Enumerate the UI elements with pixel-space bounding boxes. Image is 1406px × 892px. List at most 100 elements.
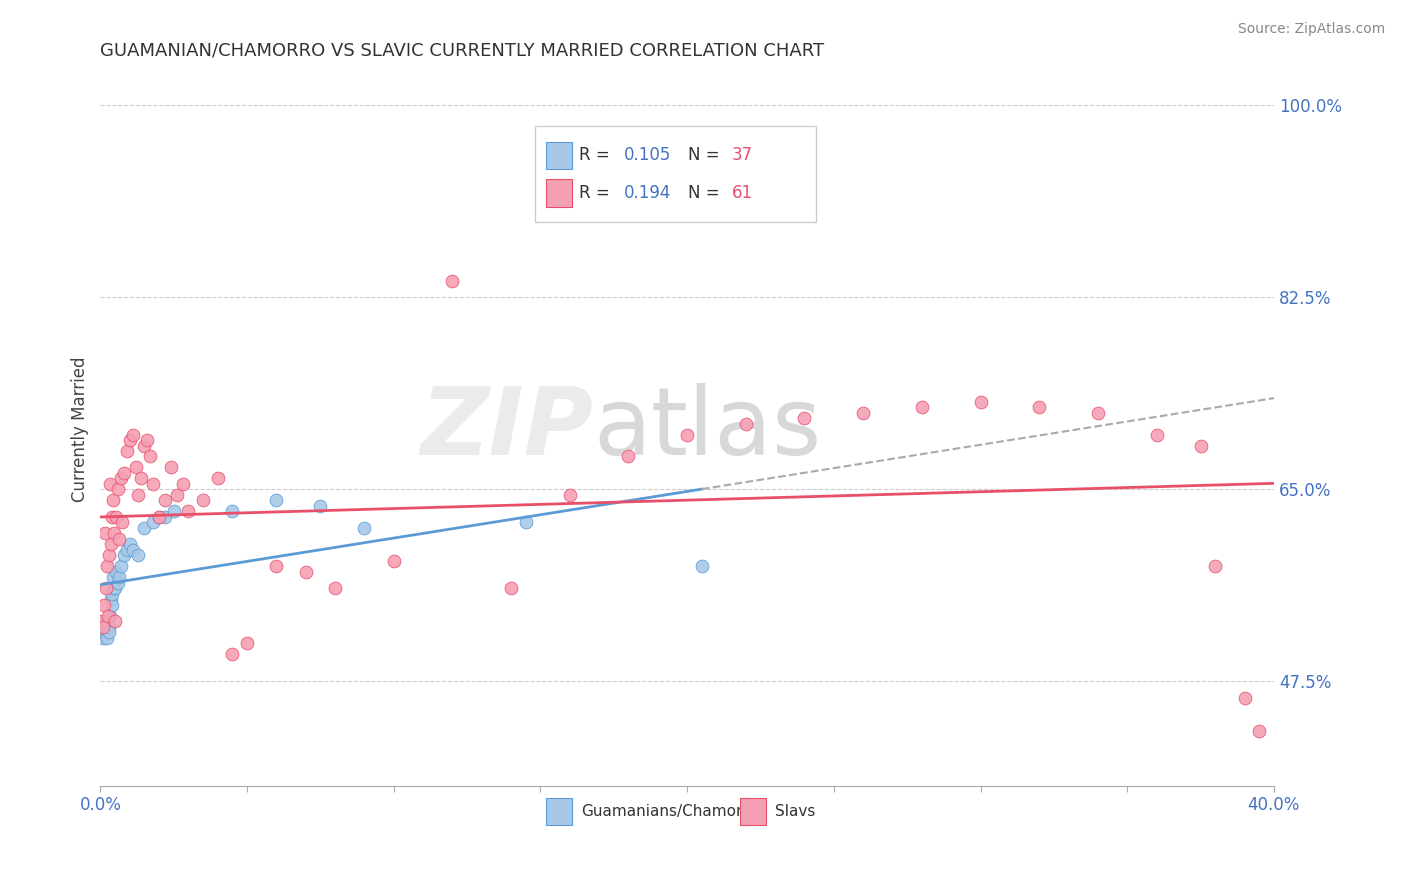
- Point: [852, 406, 875, 420]
- Point: [236, 636, 259, 650]
- Point: [94, 625, 117, 640]
- Point: [100, 598, 122, 612]
- Point: [309, 499, 332, 513]
- Point: [101, 509, 124, 524]
- Point: [266, 559, 288, 574]
- Point: [90, 625, 112, 640]
- Point: [103, 581, 125, 595]
- Point: [266, 493, 288, 508]
- Point: [221, 504, 243, 518]
- Point: [153, 493, 176, 508]
- Point: [101, 493, 124, 508]
- Point: [142, 516, 165, 530]
- Point: [121, 542, 143, 557]
- Point: [103, 526, 125, 541]
- Text: 37: 37: [731, 146, 752, 164]
- Point: [793, 411, 815, 425]
- Point: [108, 532, 131, 546]
- Point: [294, 565, 316, 579]
- Point: [177, 504, 200, 518]
- Point: [153, 509, 176, 524]
- Point: [112, 548, 135, 562]
- Point: [98, 625, 121, 640]
- Text: Guamanians/Chamorros: Guamanians/Chamorros: [582, 804, 766, 819]
- Point: [441, 274, 464, 288]
- Point: [100, 592, 122, 607]
- Point: [98, 608, 121, 623]
- Text: 0.105: 0.105: [624, 146, 671, 164]
- Point: [558, 488, 581, 502]
- Point: [515, 516, 537, 530]
- Point: [148, 509, 170, 524]
- Point: [911, 400, 934, 414]
- Point: [104, 581, 127, 595]
- Bar: [740, 797, 766, 825]
- Point: [172, 477, 194, 491]
- Point: [94, 526, 117, 541]
- Point: [118, 537, 141, 551]
- Point: [159, 460, 181, 475]
- Text: ZIP: ZIP: [420, 383, 593, 475]
- Point: [1028, 400, 1050, 414]
- Text: atlas: atlas: [593, 383, 821, 475]
- Point: [131, 471, 153, 485]
- Point: [1233, 690, 1256, 705]
- Text: Source: ZipAtlas.com: Source: ZipAtlas.com: [1237, 22, 1385, 37]
- Point: [353, 521, 375, 535]
- Text: 61: 61: [731, 184, 752, 202]
- Point: [98, 477, 121, 491]
- Point: [97, 614, 120, 628]
- Point: [100, 537, 122, 551]
- Point: [1087, 406, 1109, 420]
- Point: [93, 619, 115, 633]
- Text: R =: R =: [579, 146, 616, 164]
- Point: [98, 548, 121, 562]
- Point: [115, 542, 138, 557]
- Point: [134, 438, 156, 452]
- Point: [1249, 723, 1271, 738]
- Point: [115, 444, 138, 458]
- Point: [323, 581, 346, 595]
- Point: [110, 471, 132, 485]
- Text: N =: N =: [689, 184, 725, 202]
- Point: [134, 521, 156, 535]
- FancyBboxPatch shape: [534, 126, 817, 222]
- Point: [969, 394, 991, 409]
- Point: [104, 614, 127, 628]
- Point: [1204, 559, 1226, 574]
- Point: [101, 570, 124, 584]
- Point: [139, 450, 162, 464]
- Point: [90, 614, 112, 628]
- Point: [676, 427, 699, 442]
- Bar: [547, 142, 572, 169]
- Point: [142, 477, 165, 491]
- Point: [91, 619, 114, 633]
- Point: [124, 460, 146, 475]
- Point: [166, 488, 188, 502]
- Point: [96, 581, 118, 595]
- Point: [121, 427, 143, 442]
- Y-axis label: Currently Married: Currently Married: [72, 356, 89, 502]
- Point: [93, 598, 115, 612]
- Text: 0.194: 0.194: [624, 184, 671, 202]
- Point: [207, 471, 229, 485]
- Point: [105, 565, 128, 579]
- Point: [112, 466, 135, 480]
- Point: [148, 509, 170, 524]
- Point: [128, 548, 150, 562]
- Point: [107, 575, 129, 590]
- Point: [96, 619, 118, 633]
- Point: [191, 493, 214, 508]
- Point: [111, 516, 134, 530]
- Text: Slavs: Slavs: [775, 804, 815, 819]
- Point: [96, 559, 118, 574]
- Point: [163, 504, 186, 518]
- Bar: [547, 797, 572, 825]
- Point: [1189, 438, 1212, 452]
- Text: GUAMANIAN/CHAMORRO VS SLAVIC CURRENTLY MARRIED CORRELATION CHART: GUAMANIAN/CHAMORRO VS SLAVIC CURRENTLY M…: [100, 42, 824, 60]
- Point: [128, 488, 150, 502]
- Point: [110, 559, 132, 574]
- Point: [1146, 427, 1168, 442]
- Point: [91, 631, 114, 645]
- Bar: [547, 179, 572, 207]
